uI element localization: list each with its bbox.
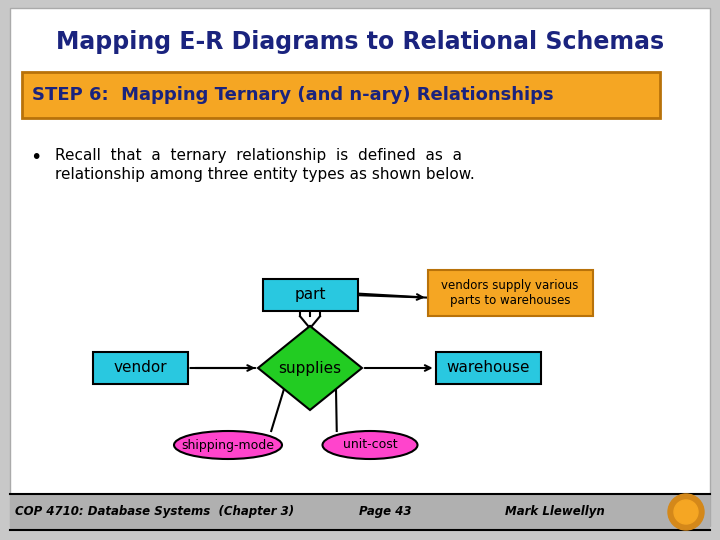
Text: supplies: supplies [279,361,341,375]
FancyBboxPatch shape [10,8,710,526]
Text: unit-cost: unit-cost [343,438,397,451]
FancyBboxPatch shape [92,352,187,384]
Circle shape [668,494,704,530]
Text: Mapping E-R Diagrams to Relational Schemas: Mapping E-R Diagrams to Relational Schem… [56,30,664,54]
FancyBboxPatch shape [436,352,541,384]
Text: COP 4710: Database Systems  (Chapter 3): COP 4710: Database Systems (Chapter 3) [15,505,294,518]
Text: warehouse: warehouse [446,361,530,375]
Text: Recall  that  a  ternary  relationship  is  defined  as  a: Recall that a ternary relationship is de… [55,148,462,163]
Text: •: • [30,148,41,167]
FancyBboxPatch shape [10,494,710,530]
Text: shipping-mode: shipping-mode [181,438,274,451]
Text: vendor: vendor [113,361,167,375]
Text: relationship among three entity types as shown below.: relationship among three entity types as… [55,167,474,182]
Polygon shape [258,326,362,410]
Text: part: part [294,287,325,302]
Text: vendors supply various
parts to warehouses: vendors supply various parts to warehous… [441,279,579,307]
FancyBboxPatch shape [428,270,593,316]
Text: Mark Llewellyn: Mark Llewellyn [505,505,605,518]
Text: STEP 6:  Mapping Ternary (and n-ary) Relationships: STEP 6: Mapping Ternary (and n-ary) Rela… [32,86,554,104]
Circle shape [674,500,698,524]
Ellipse shape [323,431,418,459]
FancyBboxPatch shape [22,72,660,118]
FancyBboxPatch shape [263,279,358,311]
Text: Page 43: Page 43 [359,505,411,518]
Ellipse shape [174,431,282,459]
